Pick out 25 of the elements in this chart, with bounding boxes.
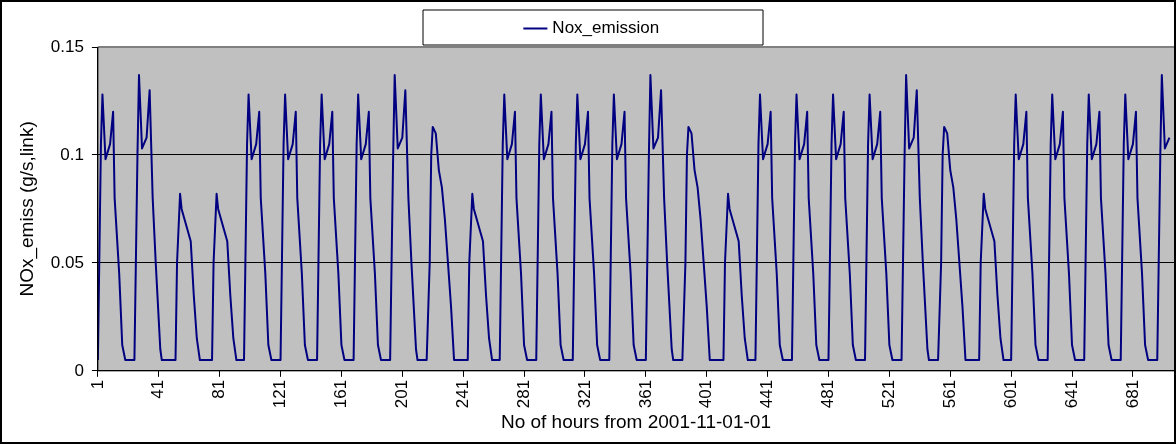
y-tick-label: 0.05 bbox=[50, 252, 84, 272]
x-tick-label: 401 bbox=[696, 379, 716, 409]
x-axis-title: No of hours from 2001-11-01-01 bbox=[500, 410, 771, 432]
x-tick-label: 601 bbox=[1000, 379, 1020, 409]
x-tick-label: 41 bbox=[148, 379, 168, 399]
x-tick-label: 361 bbox=[635, 379, 655, 409]
x-tick-label: 641 bbox=[1061, 379, 1081, 409]
y-tick-label: 0 bbox=[74, 360, 84, 380]
x-tick-label: 81 bbox=[209, 379, 229, 399]
x-tick-label: 281 bbox=[513, 379, 533, 409]
x-tick-label: 481 bbox=[818, 379, 838, 409]
x-tick-label: 561 bbox=[939, 379, 959, 409]
y-tick-label: 0.1 bbox=[60, 144, 84, 164]
x-tick-label: 321 bbox=[574, 379, 594, 409]
x-tick-label: 521 bbox=[879, 379, 899, 409]
x-tick-label: 201 bbox=[391, 379, 411, 409]
x-tick-label: 681 bbox=[1122, 379, 1142, 409]
y-axis-title: NOx_emiss (g/s,link) bbox=[15, 121, 38, 297]
x-tick-label: 441 bbox=[757, 379, 777, 409]
x-tick-label: 161 bbox=[331, 379, 351, 409]
x-tick-label: 241 bbox=[452, 379, 472, 409]
legend-label: Nox_emission bbox=[552, 18, 660, 38]
y-tick-label: 0.15 bbox=[50, 36, 84, 56]
x-tick-label: 1 bbox=[87, 379, 107, 390]
x-tick-label: 121 bbox=[270, 379, 290, 409]
